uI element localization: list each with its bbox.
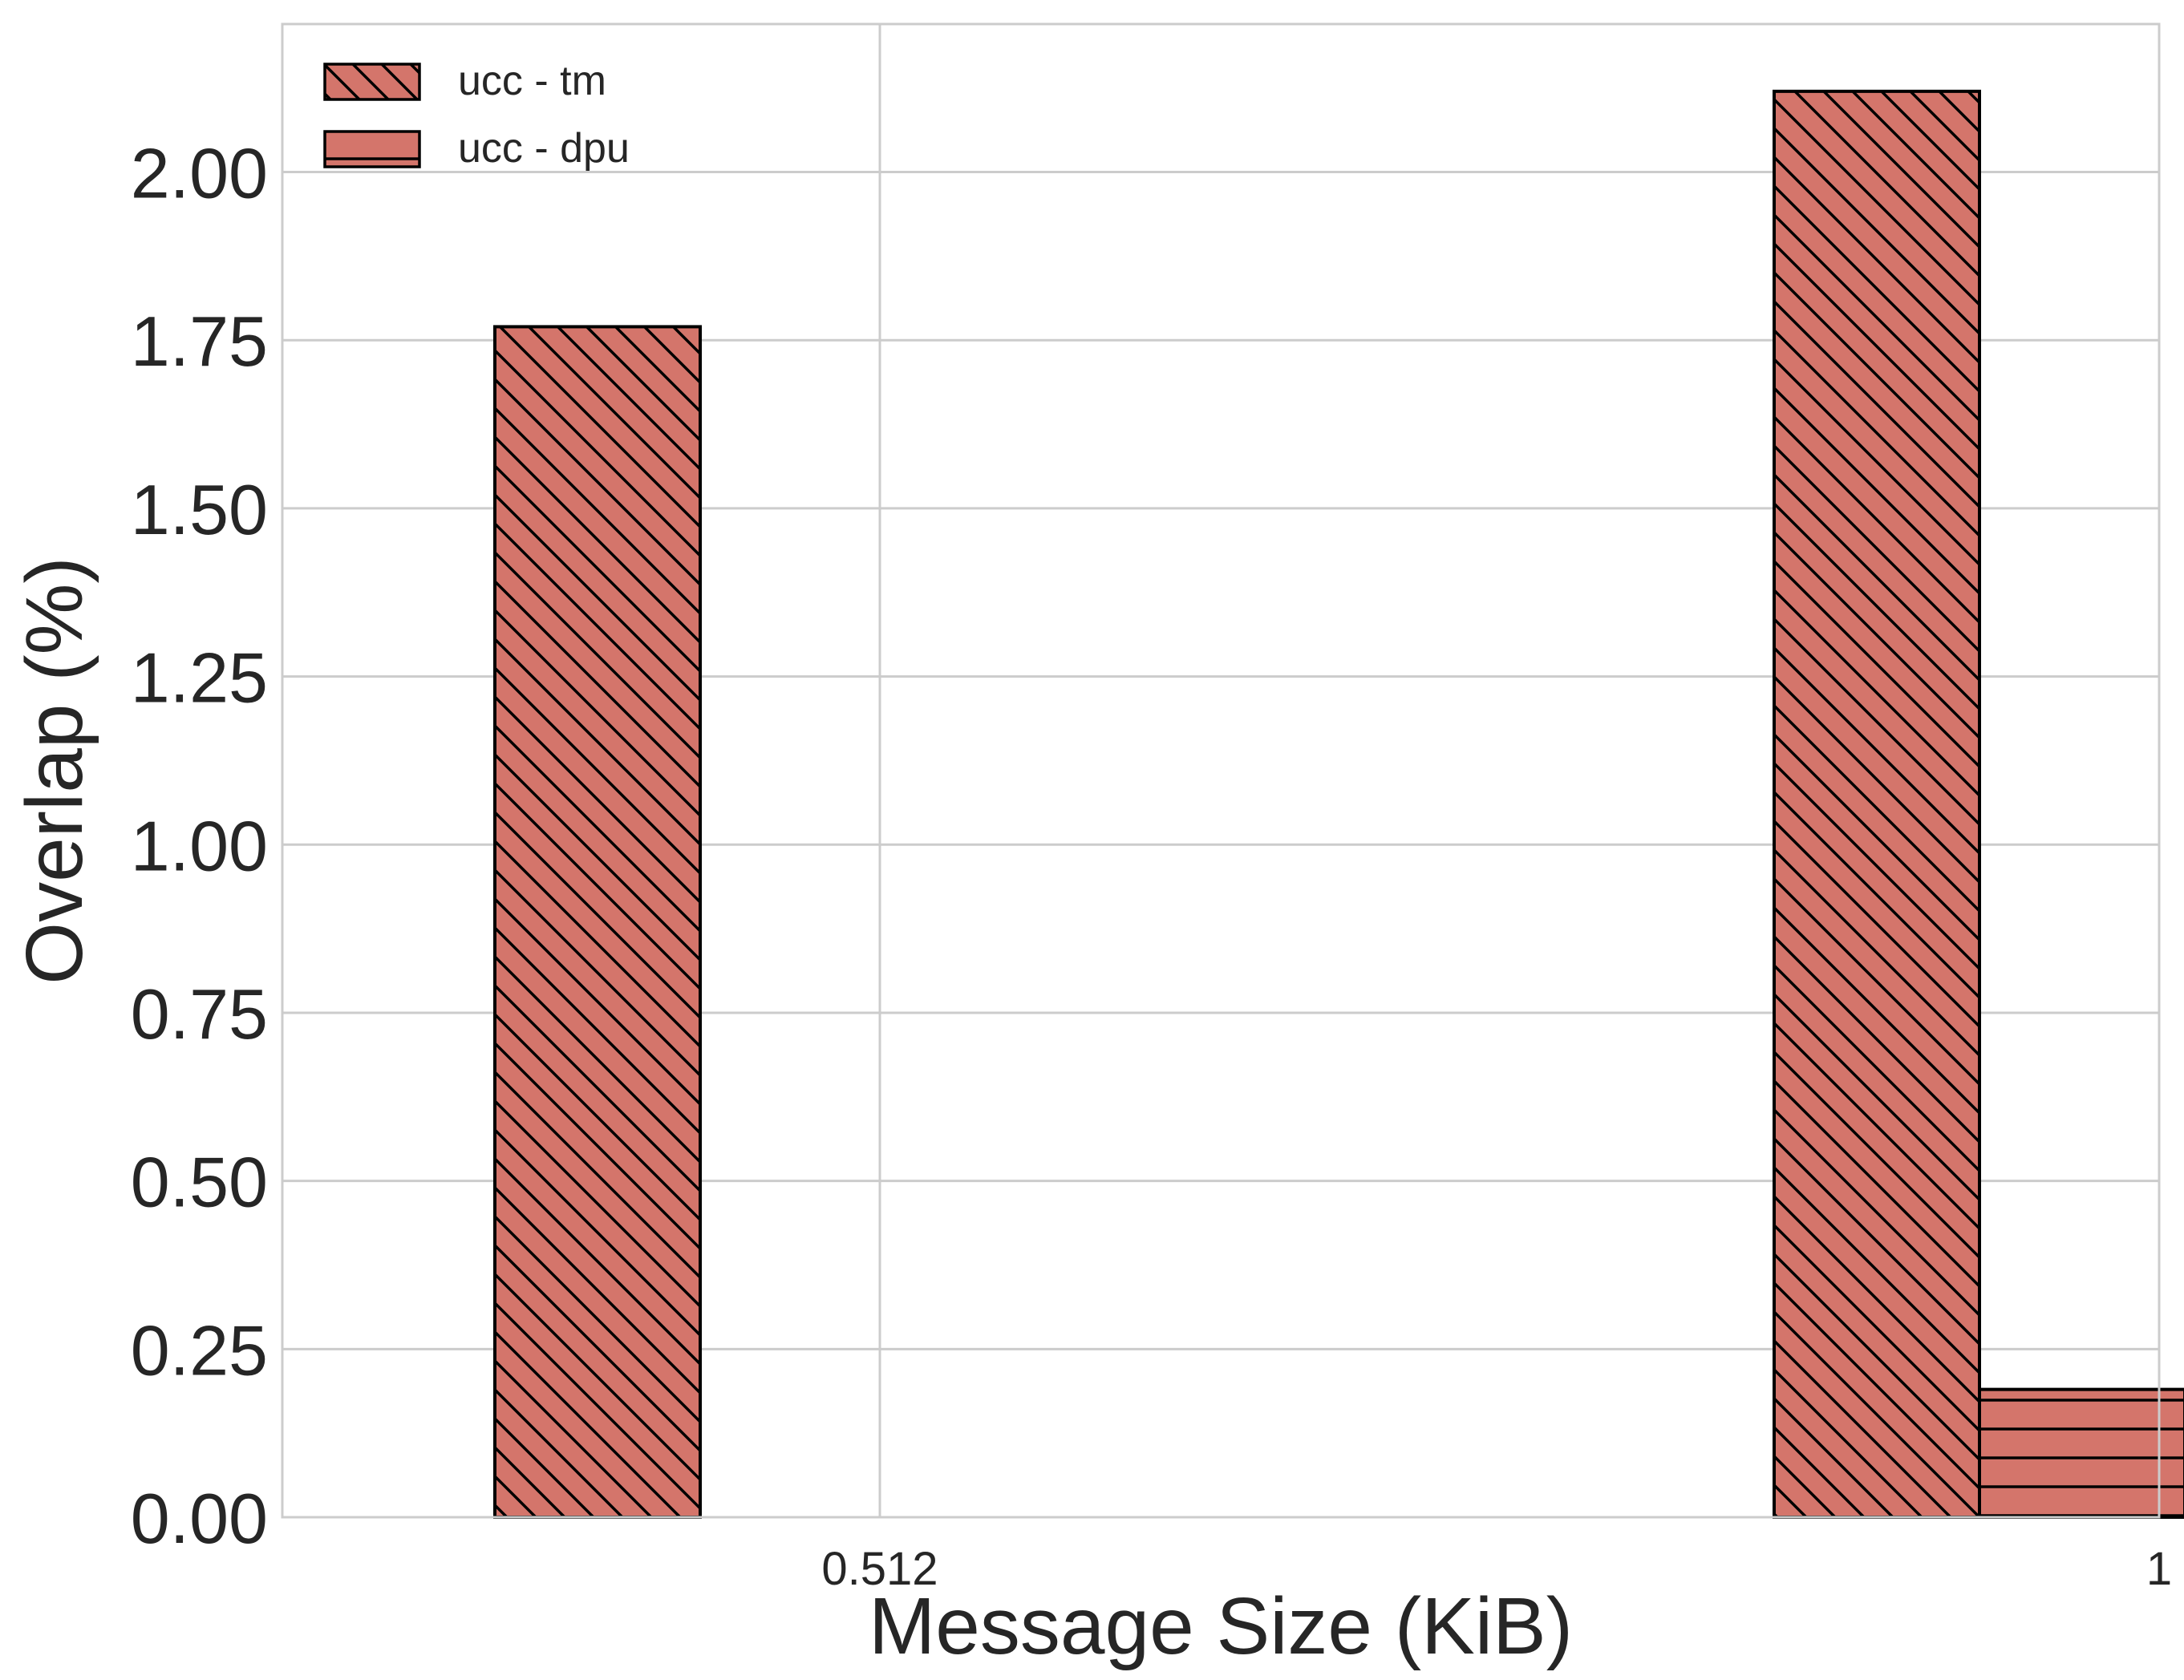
- legend-swatch-ucc-tm: [323, 63, 421, 101]
- bar-ucc-tm-0-512: [493, 325, 702, 1520]
- plot-frame: [281, 22, 2161, 1519]
- y-tick-label: 1.75: [131, 302, 268, 381]
- y-axis-ticks: 0.00 0.25 0.50 0.75 1.00 1.25 1.50 1.75 2.00: [131, 134, 268, 1558]
- legend-label-ucc-dpu: ucc - dpu: [458, 125, 630, 172]
- legend-label-ucc-tm: ucc - tm: [458, 58, 606, 104]
- bars: [493, 89, 2184, 1520]
- y-tick-label: 1.00: [131, 806, 268, 885]
- y-axis-label: Overlap (%): [10, 557, 99, 984]
- x-tick-label: 1: [2146, 1543, 2172, 1595]
- y-tick-label: 1.25: [131, 638, 268, 718]
- x-tick-label: 0.512: [821, 1543, 938, 1595]
- legend: ucc - tm ucc - dpu: [323, 58, 630, 172]
- bar-ucc-dpu-1: [1978, 1387, 2184, 1520]
- y-tick-label: 2.00: [131, 134, 268, 213]
- x-axis-label: Message Size (KiB): [869, 1581, 1573, 1671]
- y-tick-label: 0.25: [131, 1310, 268, 1390]
- y-tick-label: 0.50: [131, 1143, 268, 1222]
- y-tick-label: 0.75: [131, 974, 268, 1054]
- x-axis-ticks: 0.512 1: [821, 1543, 2172, 1595]
- legend-swatch-ucc-dpu: [323, 130, 421, 168]
- y-tick-label: 1.50: [131, 470, 268, 549]
- bar-ucc-tm-1: [1773, 89, 1981, 1519]
- y-tick-label: 0.00: [131, 1479, 268, 1558]
